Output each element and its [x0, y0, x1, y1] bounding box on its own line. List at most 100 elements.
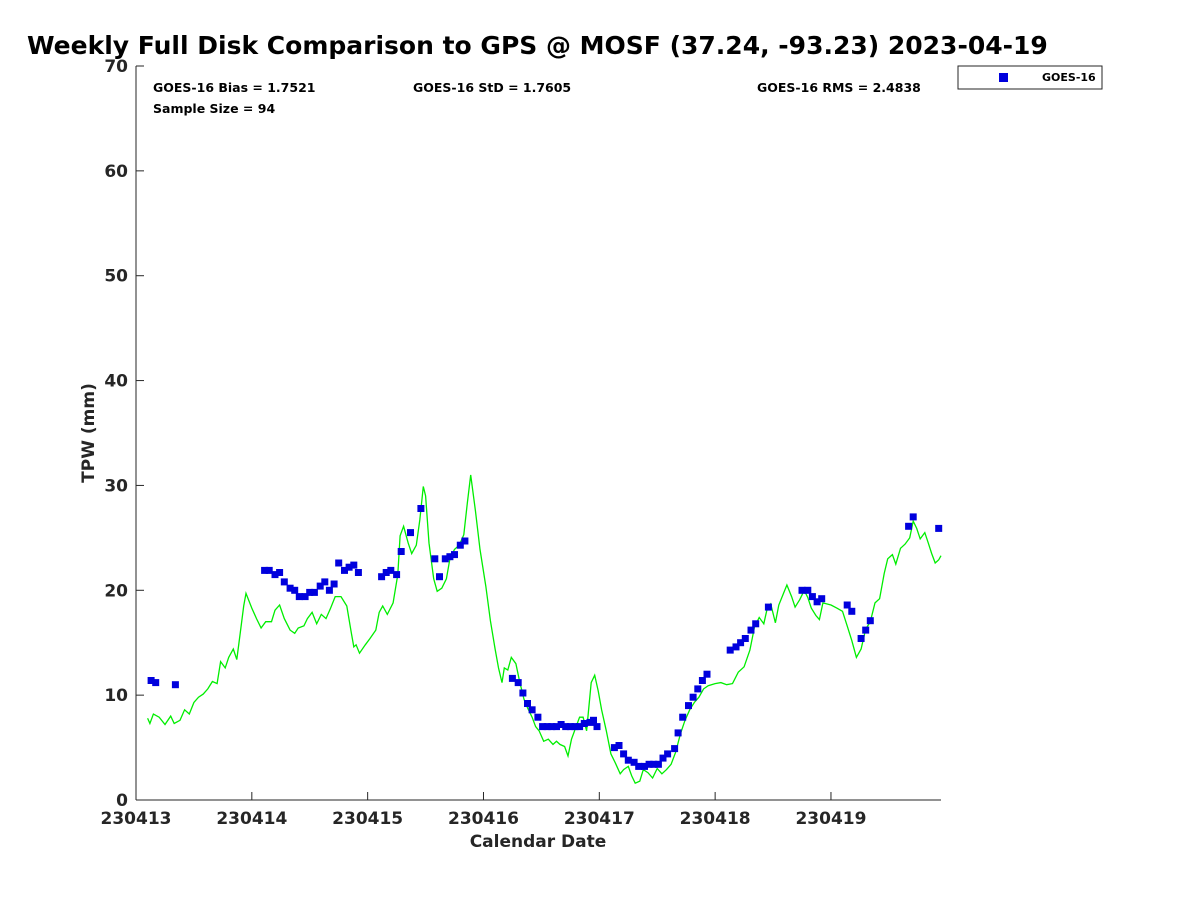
legend-label: GOES-16 [1042, 71, 1096, 84]
goes-point [295, 593, 303, 601]
goes-point [741, 635, 749, 642]
goes-point [451, 551, 458, 559]
goes-point [291, 586, 299, 594]
goes-point [694, 685, 702, 693]
x-tick-label: 230416 [448, 809, 519, 829]
goes-point [519, 689, 527, 697]
goes-point [417, 505, 425, 512]
goes-point [514, 679, 522, 687]
goes-point [524, 700, 531, 707]
goes-point [664, 750, 672, 758]
goes-point [446, 553, 454, 561]
goes-point [171, 681, 179, 689]
goes-point [615, 742, 623, 749]
goes-point [703, 670, 711, 678]
y-tick-label: 70 [104, 57, 128, 77]
y-tick-label: 10 [104, 686, 128, 706]
goes-series [147, 505, 943, 770]
goes-point [286, 584, 294, 592]
rms-stat: GOES-16 RMS = 2.4838 [757, 80, 921, 95]
goes-point [862, 626, 870, 634]
goes-point [341, 566, 348, 574]
goes-point [261, 566, 269, 574]
goes-point [752, 620, 760, 628]
std-stat: GOES-16 StD = 1.7605 [413, 80, 571, 95]
goes-point [461, 537, 469, 545]
goes-point [557, 721, 565, 728]
goes-point [528, 706, 536, 714]
goes-point [301, 593, 309, 601]
goes-point [813, 598, 821, 606]
goes-point [316, 582, 324, 590]
goes-point [645, 760, 653, 768]
goes-point [909, 513, 917, 521]
x-axis-label: Calendar Date [470, 832, 607, 852]
goes-point [798, 586, 806, 594]
goes-point [265, 566, 273, 574]
goes-point [354, 569, 362, 576]
y-tick-label: 60 [104, 162, 128, 182]
goes-point [818, 595, 826, 603]
goes-point [737, 639, 745, 647]
goes-point [534, 713, 542, 721]
goes-point [335, 559, 343, 567]
goes-point [610, 744, 618, 752]
x-tick-label: 230417 [564, 809, 635, 829]
chart-title: Weekly Full Disk Comparison to GPS @ MOS… [27, 31, 1048, 60]
goes-point [543, 723, 551, 731]
goes-point [321, 578, 329, 586]
goes-point [590, 716, 597, 724]
goes-point [325, 586, 333, 594]
goes-point [280, 578, 288, 586]
legend-box [957, 65, 1103, 90]
y-tick-label: 50 [104, 267, 128, 287]
goes-point [580, 720, 588, 727]
goes-point [382, 569, 390, 576]
goes-point [641, 762, 648, 770]
y-tick-label: 20 [104, 581, 128, 601]
goes-point [407, 529, 414, 537]
y-tick-label: 40 [104, 372, 128, 392]
x-tick-label: 230413 [101, 809, 172, 829]
goes-point [330, 580, 338, 588]
goes-point [650, 760, 658, 768]
goes-point [679, 713, 687, 721]
goes-point [152, 679, 160, 687]
goes-point [397, 548, 405, 555]
bias-stat: GOES-16 Bias = 1.7521 [153, 80, 315, 95]
goes-point [671, 745, 679, 753]
goes-point [436, 573, 443, 581]
goes-point [905, 522, 913, 530]
goes-point [387, 566, 395, 574]
goes-point [866, 617, 874, 625]
goes-point [553, 723, 560, 731]
goes-point [378, 573, 386, 581]
goes-point [685, 702, 692, 710]
goes-point [732, 643, 740, 651]
legend-marker [999, 73, 1008, 82]
goes-point [808, 593, 816, 601]
goes-point [508, 674, 516, 682]
goes-point [350, 561, 358, 569]
y-tick-label: 30 [104, 476, 128, 496]
goes-point [726, 646, 734, 654]
goes-point [393, 571, 401, 579]
goes-point [571, 723, 579, 731]
goes-point [630, 758, 638, 766]
y-axis-label: TPW (mm) [79, 383, 99, 483]
goes-point [689, 693, 697, 701]
gps-line [147, 474, 942, 785]
goes-point [620, 750, 628, 758]
legend: GOES-16 [957, 65, 1103, 90]
y-tick-label: 0 [116, 791, 128, 811]
goes-point [306, 588, 314, 596]
goes-point [548, 723, 556, 731]
goes-point [857, 635, 865, 642]
x-tick-label: 230418 [680, 809, 751, 829]
goes-point [431, 555, 439, 563]
goes-point [310, 588, 318, 596]
goes-point [624, 756, 632, 764]
goes-point [848, 607, 856, 615]
goes-point [843, 601, 851, 609]
